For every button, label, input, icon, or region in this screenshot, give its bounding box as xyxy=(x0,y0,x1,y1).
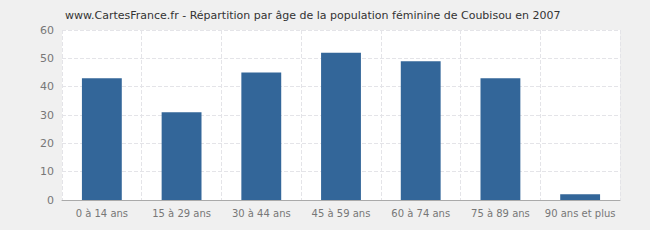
svg-text:90 ans et plus: 90 ans et plus xyxy=(545,208,616,219)
svg-text:60: 60 xyxy=(40,24,54,37)
svg-text:30: 30 xyxy=(40,109,54,122)
svg-text:50: 50 xyxy=(40,52,54,65)
svg-text:www.CartesFrance.fr - Répartit: www.CartesFrance.fr - Répartition par âg… xyxy=(65,9,561,22)
svg-text:0 à 14 ans: 0 à 14 ans xyxy=(76,208,128,219)
svg-text:45 à 59 ans: 45 à 59 ans xyxy=(312,208,371,219)
svg-text:20: 20 xyxy=(40,137,54,150)
svg-text:15 à 29 ans: 15 à 29 ans xyxy=(152,208,211,219)
svg-text:10: 10 xyxy=(40,165,54,178)
svg-text:60 à 74 ans: 60 à 74 ans xyxy=(391,208,450,219)
svg-text:30 à 44 ans: 30 à 44 ans xyxy=(232,208,291,219)
svg-text:40: 40 xyxy=(40,80,54,93)
svg-text:75 à 89 ans: 75 à 89 ans xyxy=(471,208,530,219)
svg-text:0: 0 xyxy=(47,194,54,207)
